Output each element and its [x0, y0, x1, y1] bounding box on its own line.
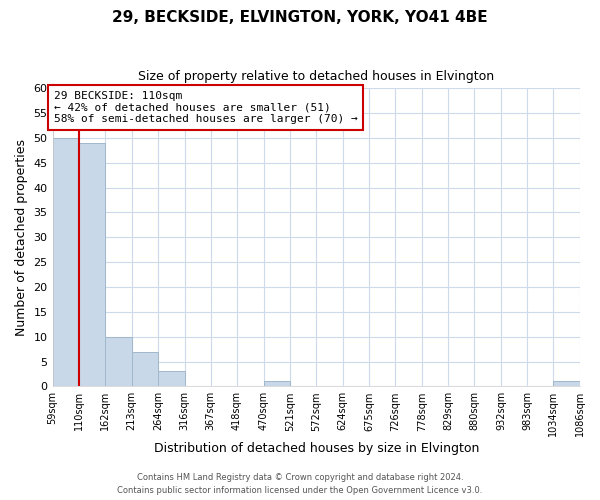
Y-axis label: Number of detached properties: Number of detached properties: [15, 139, 28, 336]
Bar: [53, 138, 79, 386]
Bar: [263, 382, 290, 386]
Title: Size of property relative to detached houses in Elvington: Size of property relative to detached ho…: [138, 70, 494, 83]
Bar: [106, 336, 131, 386]
Text: 29, BECKSIDE, ELVINGTON, YORK, YO41 4BE: 29, BECKSIDE, ELVINGTON, YORK, YO41 4BE: [112, 10, 488, 25]
Bar: [131, 352, 158, 386]
X-axis label: Distribution of detached houses by size in Elvington: Distribution of detached houses by size …: [154, 442, 479, 455]
Bar: [553, 382, 580, 386]
Bar: [79, 143, 106, 386]
Text: Contains HM Land Registry data © Crown copyright and database right 2024.
Contai: Contains HM Land Registry data © Crown c…: [118, 474, 482, 495]
Bar: [158, 372, 185, 386]
Text: 29 BECKSIDE: 110sqm
← 42% of detached houses are smaller (51)
58% of semi-detach: 29 BECKSIDE: 110sqm ← 42% of detached ho…: [53, 91, 358, 124]
